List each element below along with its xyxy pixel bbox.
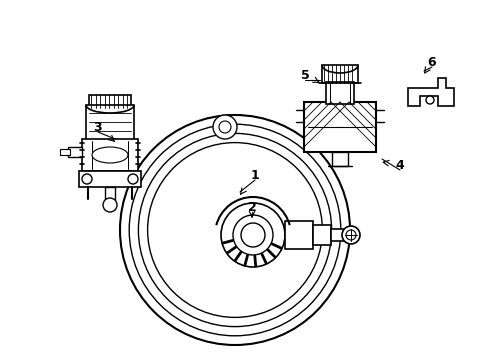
- Ellipse shape: [92, 147, 128, 163]
- Bar: [86, 105, 134, 141]
- Circle shape: [128, 174, 138, 184]
- Circle shape: [221, 203, 285, 267]
- Bar: [79, 171, 141, 187]
- Circle shape: [82, 174, 92, 184]
- Circle shape: [120, 115, 349, 345]
- Text: 1: 1: [250, 168, 259, 181]
- Text: 6: 6: [427, 55, 435, 68]
- Bar: [82, 139, 138, 171]
- Text: 4: 4: [395, 158, 404, 171]
- Bar: [68, 147, 82, 157]
- Text: 3: 3: [94, 121, 102, 134]
- Circle shape: [213, 115, 237, 139]
- Text: 2: 2: [247, 201, 256, 213]
- Bar: [60, 149, 70, 155]
- Bar: [285, 221, 312, 249]
- Bar: [304, 102, 375, 152]
- Circle shape: [341, 226, 359, 244]
- Bar: [325, 82, 353, 104]
- Circle shape: [241, 223, 264, 247]
- Text: 5: 5: [300, 68, 309, 81]
- Circle shape: [425, 96, 433, 104]
- Bar: [89, 95, 131, 108]
- Circle shape: [103, 198, 117, 212]
- Bar: [331, 152, 347, 166]
- Bar: [312, 225, 330, 245]
- Polygon shape: [407, 78, 453, 106]
- Circle shape: [346, 230, 355, 240]
- Bar: [105, 187, 115, 201]
- Bar: [330, 229, 345, 241]
- Bar: [321, 65, 357, 83]
- Circle shape: [232, 215, 272, 255]
